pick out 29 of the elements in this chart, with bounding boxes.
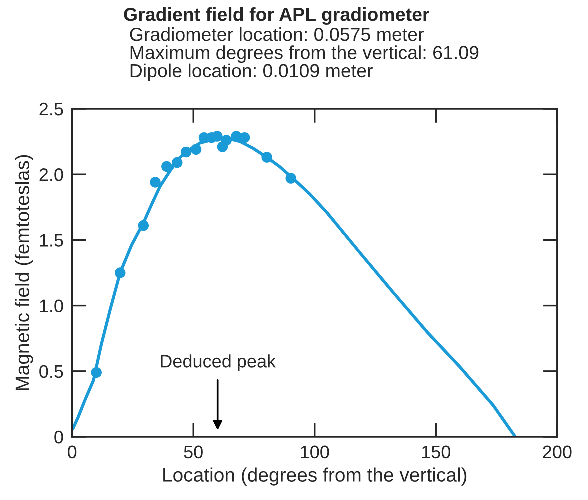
point [150, 177, 161, 188]
x-tick-label: 200 [543, 446, 572, 459]
point [114, 268, 126, 278]
y-tick-label: 2.0 [40, 168, 64, 182]
point [138, 220, 150, 232]
point [239, 132, 250, 144]
y-tick-label: 1.0 [40, 300, 64, 313]
x-tick-label: 0 [68, 446, 77, 459]
y-tick-label: 0.5 [40, 365, 64, 378]
point [190, 144, 202, 156]
chart-subtitle: Gradiometer location: 0.0575 meter Maximum degrees from the vertical: 61.09 Dipole location: 0.0109 meter [130, 28, 479, 82]
point [172, 157, 183, 168]
point [212, 131, 223, 142]
point [162, 161, 172, 172]
y-tick-label: 0 [54, 430, 64, 444]
annotation: Deduced peak [161, 354, 276, 372]
x-tick-label: 100 [301, 446, 330, 459]
x-tick-label: 150 [422, 446, 451, 459]
x-axis-title: Location (degrees from the vertical) [164, 468, 467, 486]
chart-title: Gradient field for APL gradiometer [124, 8, 430, 26]
point [286, 173, 296, 184]
y-tick-label: 2.5 [40, 102, 64, 116]
y-axis-title: Magnetic field (femtoteslas) [15, 155, 34, 390]
x-tick-label: 50 [184, 446, 203, 459]
point [180, 146, 192, 158]
point [262, 152, 272, 163]
point [91, 367, 102, 378]
y-tick-label: 1.5 [40, 234, 64, 247]
point [221, 135, 232, 146]
